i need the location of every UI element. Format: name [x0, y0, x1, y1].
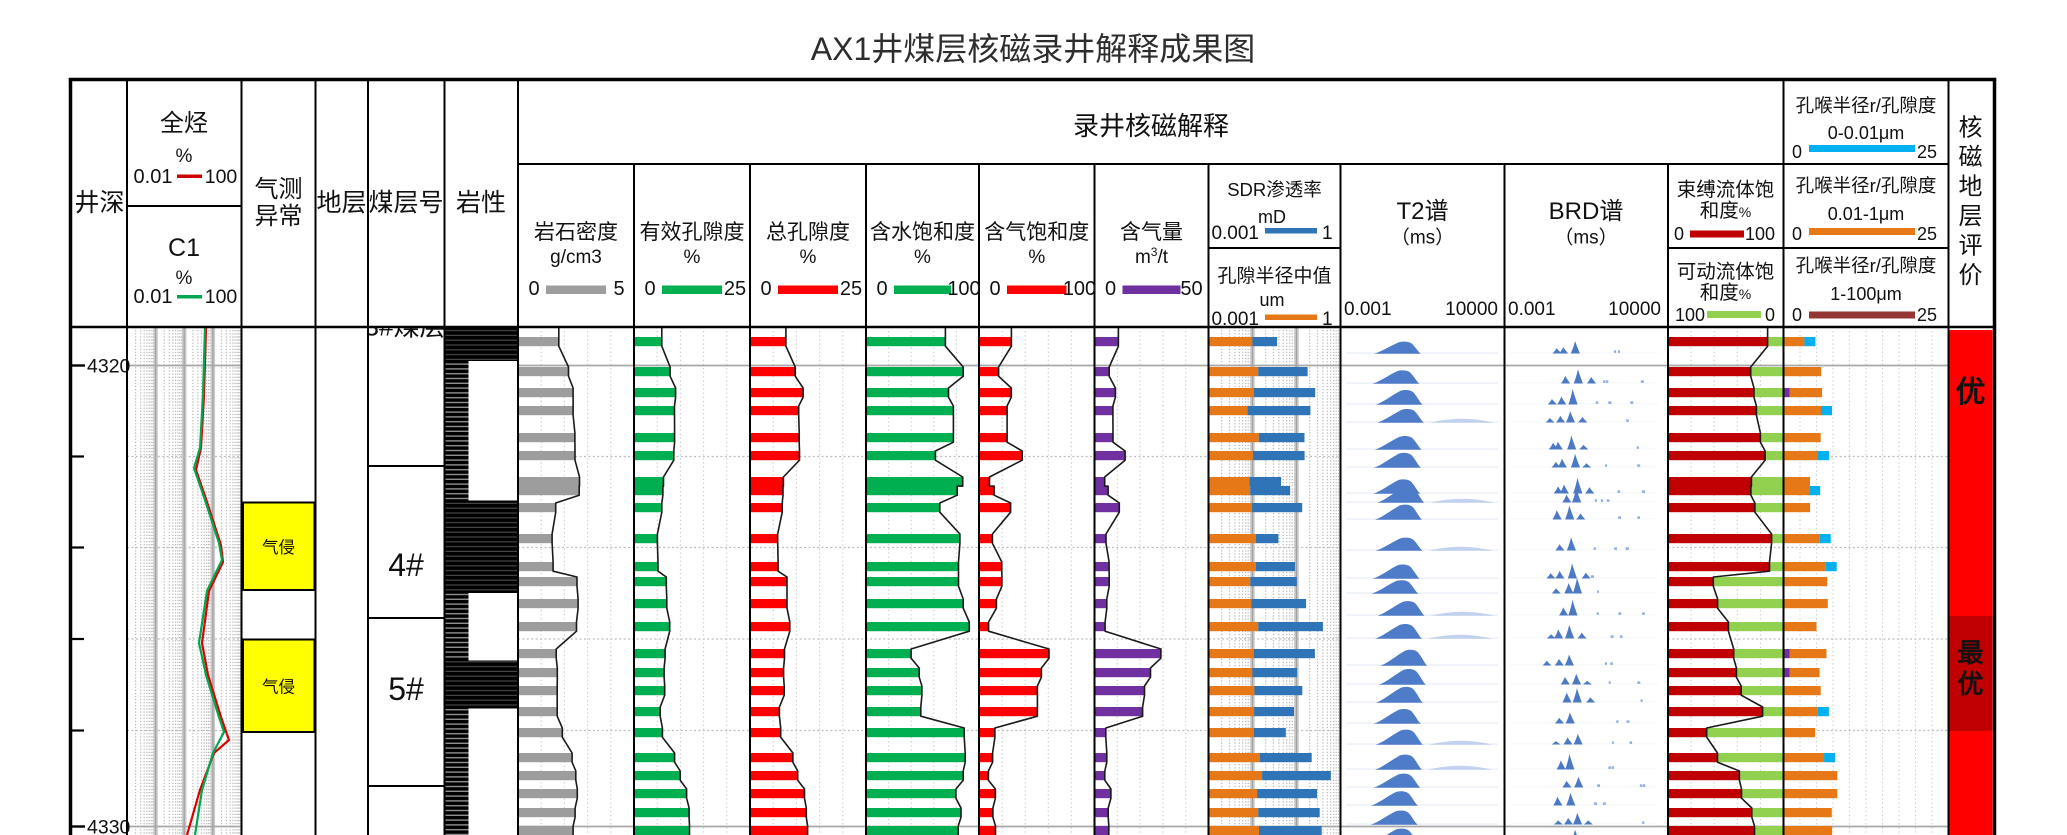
svg-text:岩石密度: 岩石密度: [534, 221, 618, 244]
svg-text:全烃: 全烃: [160, 110, 208, 137]
svg-text:磁: 磁: [1959, 144, 1983, 171]
svg-text:0: 0: [989, 278, 1000, 300]
svg-text:AX1井煤层核磁录井解释成果图: AX1井煤层核磁录井解释成果图: [811, 31, 1256, 67]
svg-text:10000: 10000: [1608, 299, 1661, 320]
svg-text:T2谱: T2谱: [1396, 198, 1448, 225]
svg-text:含气量: 含气量: [1120, 221, 1183, 244]
svg-text:核: 核: [1959, 115, 1983, 142]
svg-text:0: 0: [528, 278, 539, 300]
svg-text:（ms）: （ms）: [1391, 227, 1454, 249]
svg-text:井深: 井深: [74, 189, 124, 217]
svg-text:0.001: 0.001: [1211, 309, 1259, 330]
svg-text:0.001: 0.001: [1508, 299, 1556, 320]
svg-text:孔喉半径r/孔隙度: 孔喉半径r/孔隙度: [1796, 175, 1937, 196]
svg-text:25: 25: [1917, 142, 1937, 162]
svg-text:孔隙半径中值: 孔隙半径中值: [1217, 265, 1331, 287]
svg-text:孔喉半径r/孔隙度: 孔喉半径r/孔隙度: [1796, 95, 1937, 116]
svg-text:100: 100: [1675, 305, 1705, 325]
svg-text:C1: C1: [168, 234, 200, 262]
svg-text:%: %: [914, 247, 931, 268]
svg-text:1: 1: [1322, 309, 1333, 330]
svg-text:100: 100: [1745, 224, 1775, 244]
svg-text:m3/t: m3/t: [1135, 245, 1169, 268]
svg-text:含水饱和度: 含水饱和度: [870, 221, 975, 244]
svg-text:0.01-1μm: 0.01-1μm: [1828, 204, 1904, 224]
svg-text:%: %: [176, 268, 193, 289]
svg-text:地层: 地层: [316, 189, 366, 217]
svg-text:%: %: [684, 247, 701, 268]
svg-text:50: 50: [1180, 278, 1202, 300]
svg-text:4330: 4330: [87, 817, 131, 835]
svg-text:优: 优: [1957, 669, 1983, 699]
svg-text:0: 0: [1674, 224, 1684, 244]
svg-text:0.001: 0.001: [1211, 223, 1259, 244]
svg-text:0.001: 0.001: [1344, 299, 1392, 320]
svg-text:孔喉半径r/孔隙度: 孔喉半径r/孔隙度: [1796, 255, 1937, 276]
svg-text:录井核磁解释: 录井核磁解释: [1073, 111, 1229, 141]
svg-text:地: 地: [1959, 174, 1983, 201]
svg-text:最: 最: [1957, 638, 1984, 668]
svg-text:100: 100: [1063, 278, 1096, 300]
svg-text:%: %: [800, 247, 817, 268]
svg-text:0.01: 0.01: [134, 166, 173, 188]
svg-text:100: 100: [205, 286, 238, 308]
svg-text:0: 0: [644, 278, 655, 300]
svg-text:（ms）: （ms）: [1554, 227, 1617, 249]
svg-text:含气饱和度: 含气饱和度: [984, 221, 1089, 244]
svg-text:mD: mD: [1258, 207, 1286, 227]
svg-text:5#: 5#: [388, 671, 424, 707]
svg-text:0: 0: [1765, 305, 1775, 325]
svg-text:4320: 4320: [87, 356, 131, 378]
svg-text:和度%: 和度%: [1700, 282, 1751, 304]
svg-text:BRD谱: BRD谱: [1549, 198, 1624, 225]
svg-text:25: 25: [724, 278, 746, 300]
svg-text:3#煤层: 3#煤层: [365, 312, 446, 342]
svg-text:um: um: [1259, 290, 1284, 310]
svg-text:总孔隙度: 总孔隙度: [766, 221, 850, 244]
svg-text:5: 5: [613, 278, 624, 300]
svg-text:气测: 气测: [255, 176, 303, 203]
svg-text:10000: 10000: [1445, 299, 1498, 320]
svg-text:100: 100: [947, 278, 980, 300]
svg-text:和度%: 和度%: [1700, 200, 1751, 222]
svg-text:0: 0: [876, 278, 887, 300]
svg-text:25: 25: [840, 278, 862, 300]
svg-text:4#: 4#: [388, 547, 424, 583]
svg-text:1-100μm: 1-100μm: [1830, 284, 1901, 304]
svg-text:0: 0: [760, 278, 771, 300]
svg-text:价: 价: [1959, 262, 1983, 289]
svg-text:气侵: 气侵: [262, 538, 295, 557]
svg-text:气侵: 气侵: [262, 678, 295, 697]
svg-text:束缚流体饱: 束缚流体饱: [1677, 179, 1775, 201]
svg-text:煤层号: 煤层号: [368, 189, 443, 217]
svg-text:g/cm3: g/cm3: [550, 247, 602, 268]
svg-text:0: 0: [1105, 278, 1116, 300]
svg-text:25: 25: [1917, 305, 1937, 325]
svg-text:1: 1: [1322, 223, 1333, 244]
svg-text:优: 优: [1956, 376, 1986, 409]
svg-text:SDR渗透率: SDR渗透率: [1227, 179, 1322, 200]
svg-text:0.01: 0.01: [134, 286, 173, 308]
svg-text:评: 评: [1959, 233, 1983, 260]
svg-text:25: 25: [1917, 224, 1937, 244]
svg-text:0: 0: [1792, 305, 1802, 325]
svg-text:0: 0: [1792, 142, 1802, 162]
svg-text:100: 100: [205, 166, 238, 188]
svg-text:层: 层: [1959, 203, 1983, 230]
svg-text:%: %: [176, 146, 193, 167]
svg-text:0: 0: [1792, 224, 1802, 244]
svg-text:有效孔隙度: 有效孔隙度: [640, 221, 745, 244]
svg-text:0-0.01μm: 0-0.01μm: [1828, 123, 1904, 143]
svg-text:岩性: 岩性: [456, 189, 506, 217]
svg-text:可动流体饱: 可动流体饱: [1677, 261, 1775, 283]
svg-text:%: %: [1028, 247, 1045, 268]
svg-text:异常: 异常: [255, 203, 303, 230]
